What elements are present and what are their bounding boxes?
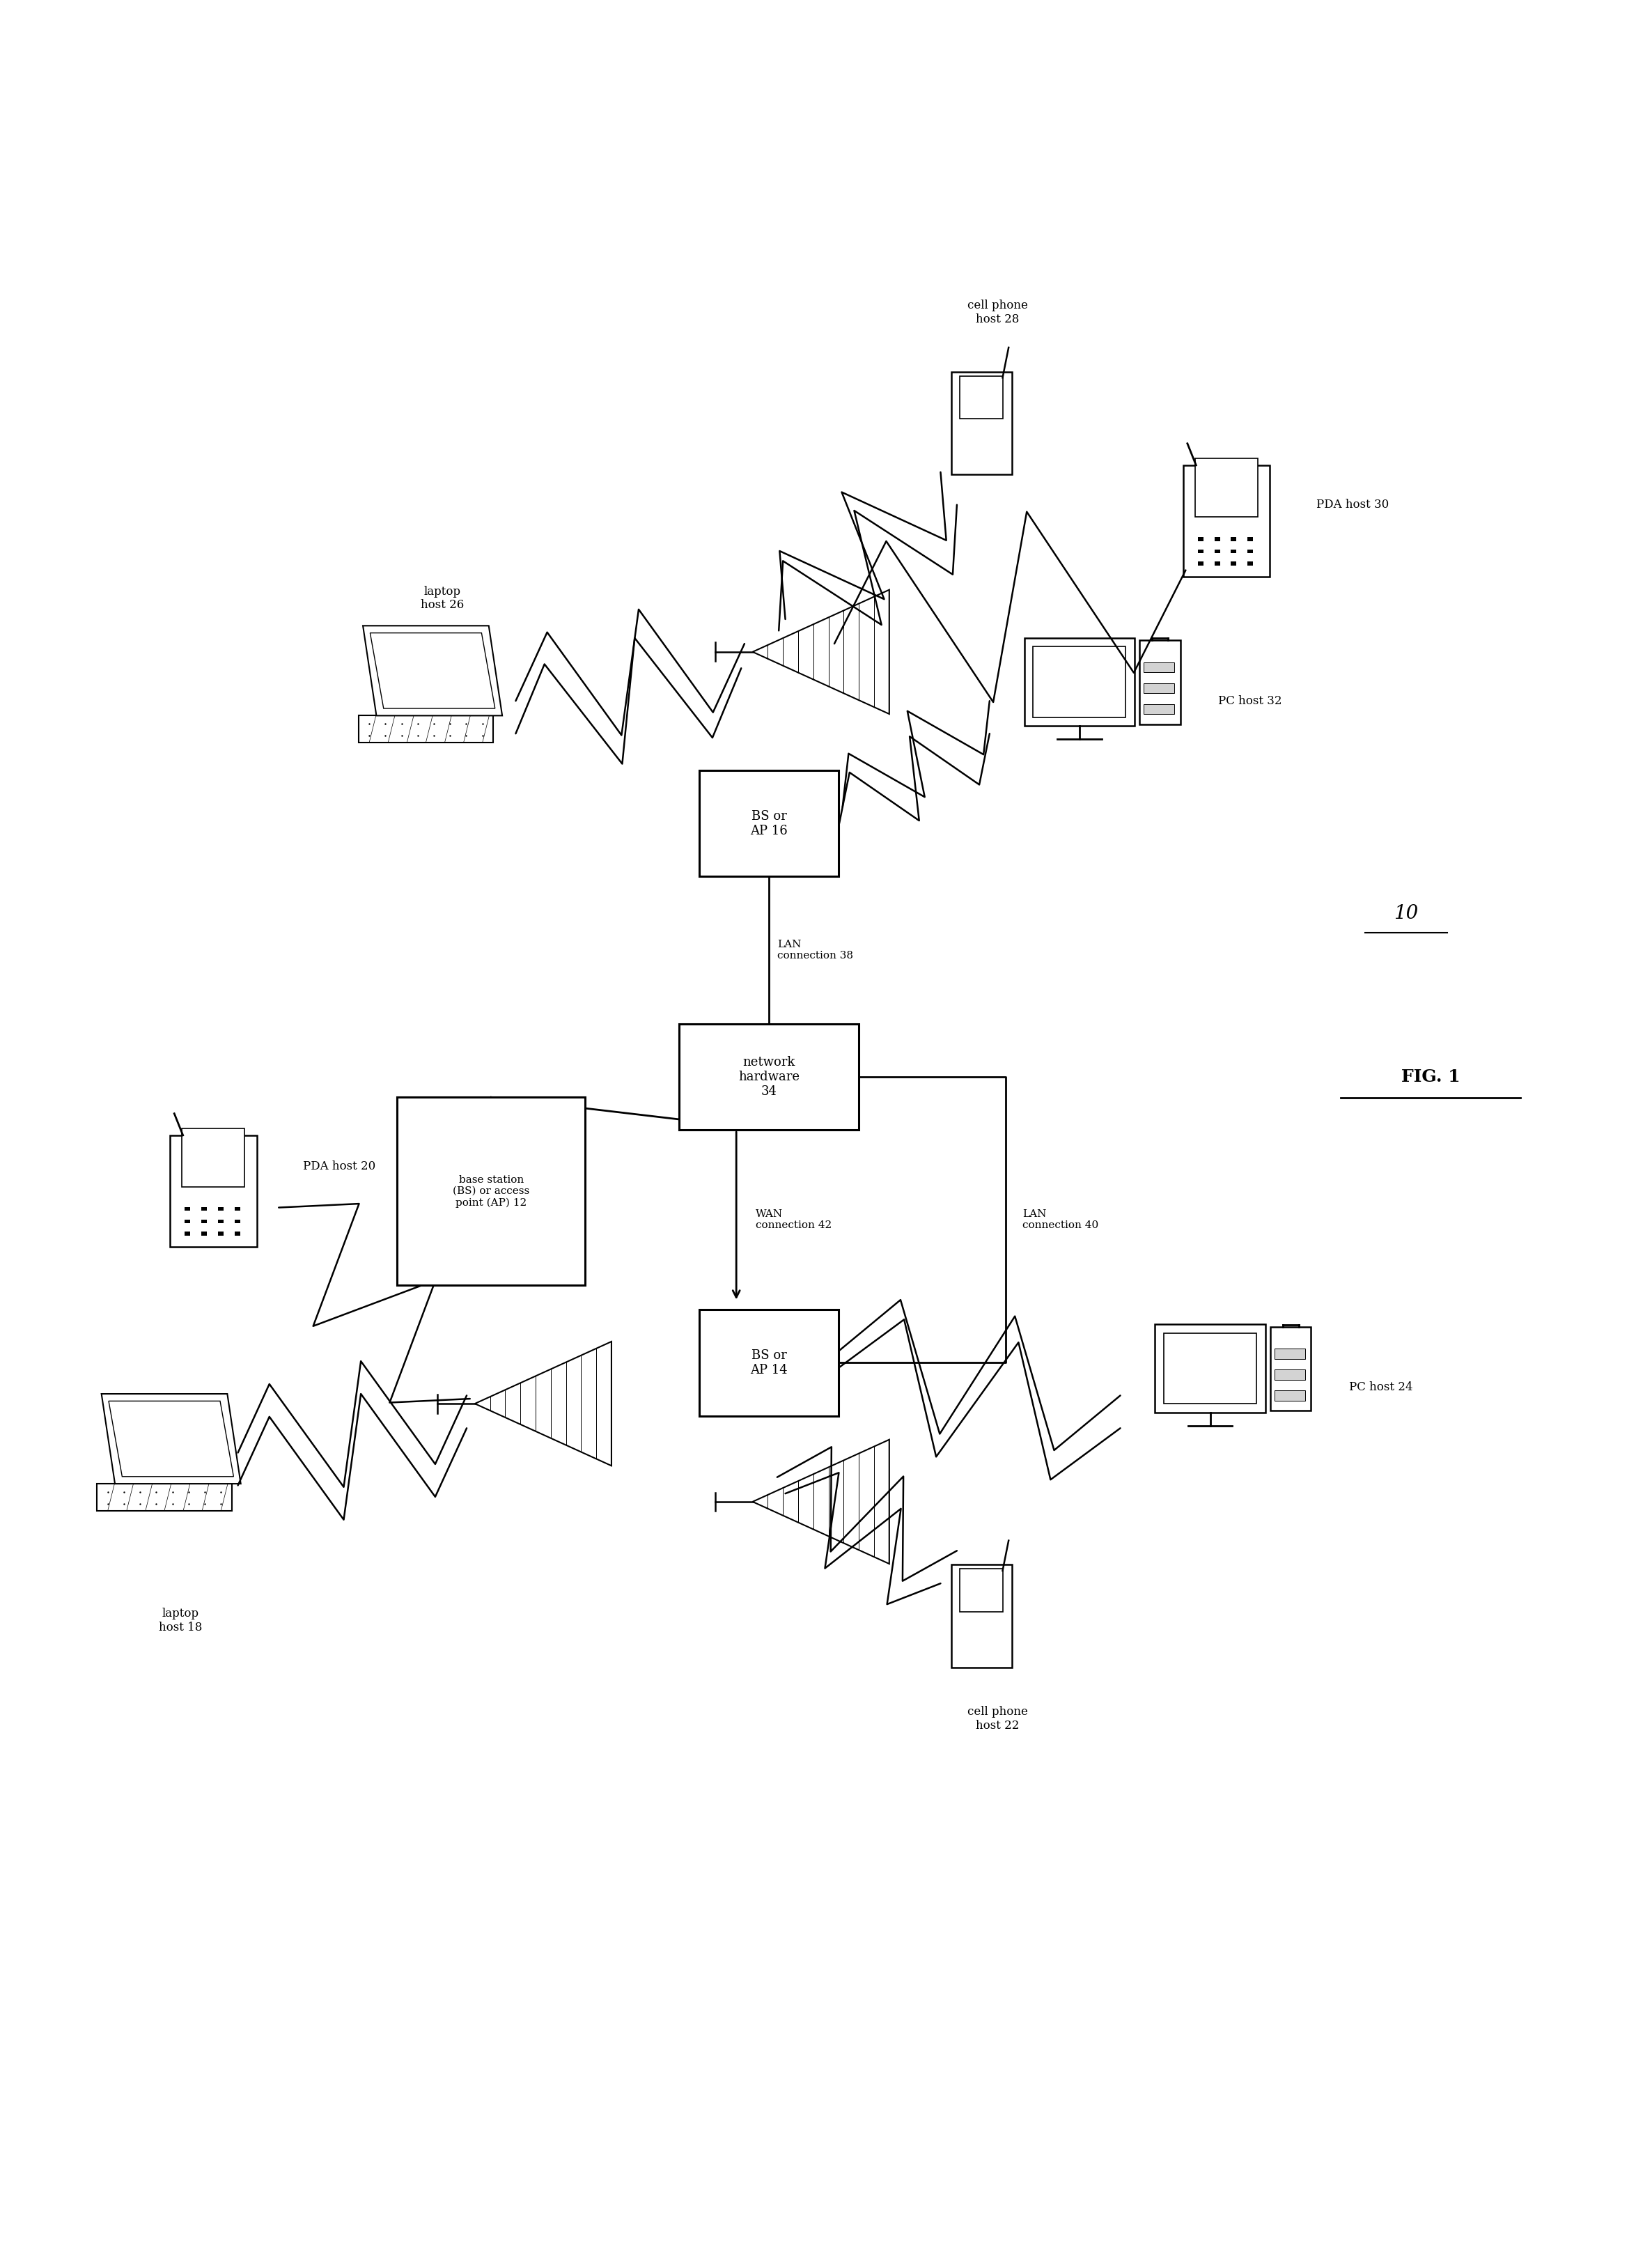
Bar	[234, 1220, 240, 1222]
Bar	[1198, 538, 1204, 540]
Bar	[1214, 538, 1220, 540]
Text: BS or
AP 16: BS or AP 16	[751, 810, 787, 837]
Polygon shape	[101, 1395, 240, 1483]
Bar	[1248, 538, 1253, 540]
Text: laptop
host 26: laptop host 26	[420, 585, 465, 610]
Bar	[1248, 562, 1253, 565]
Text: LAN
connection 36: LAN connection 36	[399, 1102, 474, 1125]
Bar	[1214, 562, 1220, 565]
Text: 10: 10	[1394, 905, 1418, 923]
Bar	[1230, 549, 1237, 553]
Bar	[170, 1136, 257, 1247]
Bar	[1032, 646, 1126, 717]
Text: cell phone
host 28: cell phone host 28	[967, 299, 1027, 324]
Bar	[1274, 1349, 1306, 1359]
Bar	[951, 372, 1011, 474]
Text: LAN
connection 38: LAN connection 38	[777, 939, 852, 962]
Bar	[1163, 1334, 1256, 1404]
Bar	[185, 1232, 190, 1236]
Bar	[1214, 549, 1220, 553]
Bar	[201, 1207, 206, 1211]
Bar	[1196, 458, 1258, 517]
Bar	[218, 1232, 224, 1236]
Bar	[951, 1565, 1011, 1667]
Bar	[700, 771, 838, 878]
Text: PC host 24: PC host 24	[1350, 1381, 1414, 1393]
Polygon shape	[108, 1402, 234, 1476]
Bar	[201, 1232, 206, 1236]
Bar	[1248, 549, 1253, 553]
Bar	[1144, 703, 1175, 714]
Bar	[1155, 1325, 1265, 1413]
Bar	[218, 1220, 224, 1222]
Bar	[960, 1569, 1003, 1613]
Text: cell phone
host 22: cell phone host 22	[967, 1706, 1027, 1730]
Text: PDA host 30: PDA host 30	[1317, 499, 1389, 510]
Bar	[1274, 1390, 1306, 1402]
Bar	[234, 1207, 240, 1211]
Text: network
hardware
34: network hardware 34	[738, 1057, 800, 1098]
Bar	[1144, 662, 1175, 671]
Bar	[960, 376, 1003, 420]
Bar	[679, 1023, 859, 1129]
Bar	[185, 1207, 190, 1211]
Bar	[182, 1129, 245, 1186]
Bar	[234, 1232, 240, 1236]
Bar	[97, 1483, 232, 1510]
Bar	[185, 1220, 190, 1222]
Bar	[1271, 1327, 1310, 1411]
Text: PDA host 20: PDA host 20	[303, 1161, 376, 1173]
Bar	[1274, 1370, 1306, 1379]
Bar	[398, 1098, 586, 1286]
Bar	[1230, 562, 1237, 565]
Polygon shape	[363, 626, 502, 717]
Bar	[700, 1309, 838, 1415]
Text: LAN
connection 40: LAN connection 40	[1023, 1209, 1098, 1229]
Bar	[1230, 538, 1237, 540]
Text: BS or
AP 14: BS or AP 14	[751, 1349, 787, 1377]
Bar	[201, 1220, 206, 1222]
Text: PC host 32: PC host 32	[1219, 694, 1283, 708]
Text: base station
(BS) or access
point (AP) 12: base station (BS) or access point (AP) 1…	[453, 1175, 530, 1207]
Text: FIG. 1: FIG. 1	[1402, 1068, 1461, 1084]
Text: laptop
host 18: laptop host 18	[159, 1608, 203, 1633]
Bar	[1140, 640, 1180, 723]
Bar	[218, 1207, 224, 1211]
Bar	[1024, 637, 1135, 726]
Bar	[1198, 549, 1204, 553]
Polygon shape	[370, 633, 496, 708]
Bar	[1183, 465, 1270, 576]
Bar	[358, 717, 492, 742]
Bar	[1198, 562, 1204, 565]
Text: WAN
connection 42: WAN connection 42	[756, 1209, 833, 1229]
Bar	[1144, 683, 1175, 694]
